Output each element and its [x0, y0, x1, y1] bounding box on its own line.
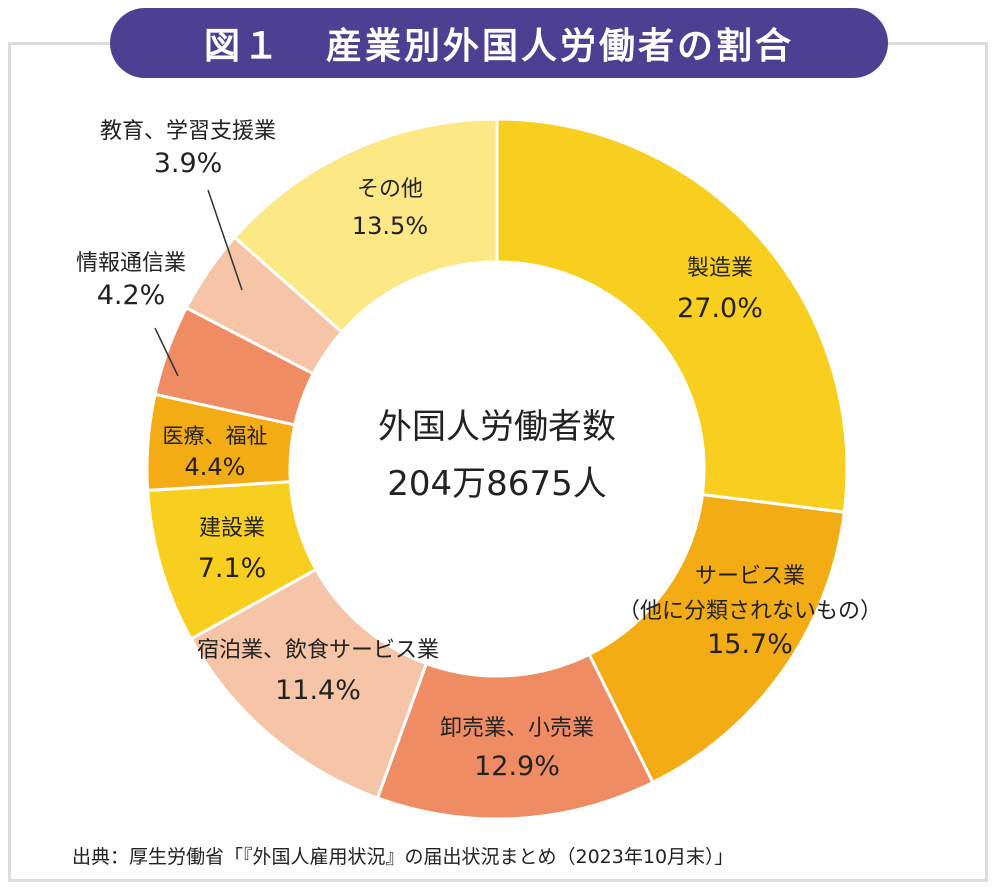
slice-label-percent: 11.4%: [275, 675, 361, 706]
slice-label-percent: 12.9%: [474, 751, 560, 782]
figure-number: 図１: [203, 26, 282, 67]
slice-1: [495, 117, 849, 514]
slice-label-percent: 4.4%: [185, 453, 246, 481]
slice-3: [375, 652, 655, 821]
slice-label-percent: 4.2%: [97, 280, 166, 311]
figure-title: 図１ 産業別外国人労働者の割合: [110, 8, 888, 78]
slice-label-name: サービス業: [695, 564, 805, 589]
slice-label-name: 医療、福祉: [163, 424, 268, 448]
slice-label-percent: 7.1%: [198, 553, 267, 584]
slice-label-name: 情報通信業: [76, 251, 186, 276]
slice-label-percent: 27.0%: [677, 293, 763, 324]
slice-label-percent: 13.5%: [352, 212, 428, 240]
slice-label-subname: （他に分類されないもの）: [618, 599, 882, 624]
slice-label-percent: 15.7%: [707, 629, 793, 660]
leader-line: [207, 189, 243, 291]
slice-label-percent: 3.9%: [154, 148, 223, 179]
figure-title-text: 産業別外国人労働者の割合: [326, 26, 795, 67]
leader-lines: [154, 189, 243, 377]
slice-label-name: 製造業: [687, 256, 753, 281]
slice-labels: 製造業 27.0% サービス業 （他に分類されないもの） 15.7% 卸売業、小売業 12.…: [76, 119, 882, 782]
slice-label-name: 卸売業、小売業: [440, 716, 594, 741]
center-label-total: 204万8675人: [387, 464, 606, 504]
donut-slices: [145, 117, 849, 821]
center-label-title: 外国人労働者数: [378, 407, 616, 447]
slice-9: [232, 117, 499, 335]
slice-label-name: その他: [357, 177, 423, 202]
slice-2: [587, 492, 846, 785]
slice-label-name: 宿泊業、飲食サービス業: [197, 638, 439, 663]
slice-label-name: 教育、学習支援業: [100, 119, 276, 144]
slice-label-name: 建設業: [199, 516, 265, 541]
leader-line: [154, 327, 179, 377]
source-note: 出典：厚生労働省「『外国人雇用状況』の届出状況まとめ（2023年10月末）」: [72, 846, 734, 868]
